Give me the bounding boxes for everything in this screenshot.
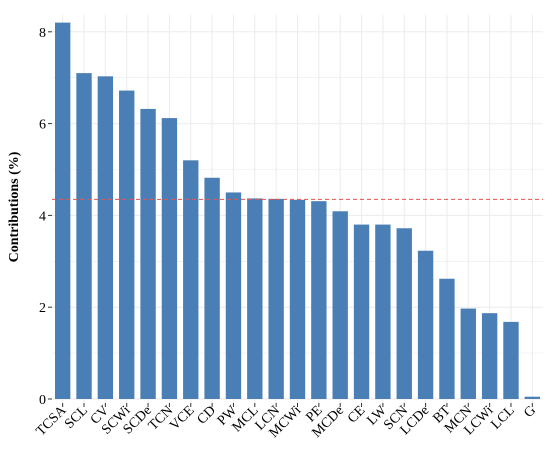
bar-mcl <box>247 198 263 399</box>
x-tick-label: SCL <box>62 403 91 432</box>
bar-mcde <box>332 211 348 399</box>
bar-pw <box>225 192 242 399</box>
x-tick-label: CE <box>345 403 368 426</box>
bar-lw <box>375 224 391 399</box>
bars <box>54 22 541 400</box>
bar-lcde <box>417 250 434 399</box>
bar-tcn <box>161 118 178 399</box>
bar-pe <box>311 201 327 399</box>
x-tick-label: LCL <box>488 403 517 432</box>
y-tick-label: 6 <box>39 118 46 133</box>
bar-scl <box>76 73 92 400</box>
bar-mcwi <box>289 199 306 399</box>
y-tick-label: 4 <box>39 209 46 224</box>
x-tick-label: CD <box>195 403 219 427</box>
bar-scde <box>140 108 156 400</box>
x-tick-label: G <box>521 403 539 421</box>
bar-scwi <box>119 90 135 399</box>
bar-scn <box>396 228 412 399</box>
bar-cd <box>204 177 220 399</box>
bar-mcn <box>460 308 476 399</box>
bar-vce <box>183 160 199 399</box>
bar-cv <box>97 76 114 399</box>
y-axis: 0 2 4 6 8 <box>39 26 52 408</box>
y-axis-label: Contributions (%) <box>7 151 22 262</box>
bar-lcl <box>503 321 519 399</box>
x-tick-label: VCE <box>167 403 197 433</box>
bar-tcsa <box>54 22 71 400</box>
y-tick-label: 8 <box>39 26 46 41</box>
bar-lcn <box>268 198 284 399</box>
bar-g <box>524 396 541 399</box>
y-tick-label: 2 <box>39 301 46 316</box>
bar-bt <box>439 278 455 399</box>
y-tick-label: 0 <box>39 393 46 408</box>
bar-lcwi <box>481 313 498 399</box>
bar-ce <box>353 224 370 399</box>
